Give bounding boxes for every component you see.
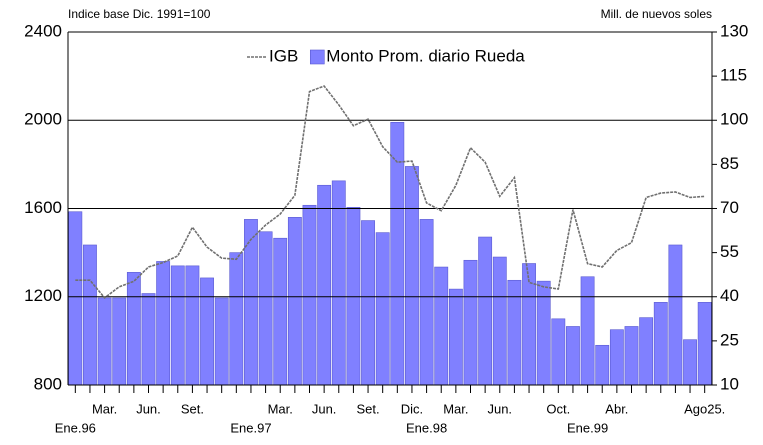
y2-tick-label: 85 (720, 154, 739, 173)
x-tick-label: Ene.96 (55, 420, 96, 435)
bar (668, 244, 683, 386)
right-axis-label: Mill. de nuevos soles (601, 7, 712, 21)
x-tick-label: Oct. (546, 401, 570, 416)
x-tick-label: Dic. (401, 401, 423, 416)
bar (68, 211, 83, 386)
bar (361, 220, 375, 386)
bar (156, 261, 171, 386)
y-tick-label: 800 (34, 374, 62, 393)
bar (463, 259, 478, 386)
y2-tick-label: 130 (720, 21, 748, 40)
y-tick-label: 2000 (24, 110, 62, 129)
bar (566, 326, 580, 386)
x-tick-label: Abr. (605, 401, 628, 416)
bar (683, 339, 697, 386)
bar (595, 344, 610, 386)
bar (405, 166, 419, 386)
bar (375, 232, 390, 386)
bar (229, 252, 244, 386)
x-tick-label: Mar. (443, 401, 468, 416)
bar (214, 297, 229, 386)
y2-tick-label: 25 (720, 330, 739, 349)
bar (580, 276, 595, 386)
bar (97, 297, 112, 386)
y2-tick-label: 70 (720, 198, 739, 217)
bar (653, 302, 668, 386)
y-tick-label: 1600 (24, 198, 62, 217)
bar (258, 231, 273, 386)
bar (434, 266, 449, 386)
y2-tick-label: 10 (720, 374, 739, 393)
bar (507, 279, 522, 386)
x-tick-label: Set. (356, 401, 379, 416)
bar (170, 265, 185, 386)
bar (478, 236, 493, 386)
bar (419, 219, 434, 386)
y2-tick-label: 115 (720, 66, 747, 85)
bar (273, 237, 288, 386)
line-series (75, 85, 705, 299)
bar (141, 293, 156, 386)
y2-tick-label: 55 (720, 242, 739, 261)
bar (112, 297, 127, 386)
y2-tick-label: 40 (720, 286, 739, 305)
y-tick-label: 2400 (24, 21, 62, 40)
bar (346, 207, 361, 386)
x-tick-label: Mar. (268, 401, 293, 416)
legend-label: IGB (269, 46, 298, 65)
bar (317, 184, 332, 386)
x-tick-label: Jun. (136, 401, 161, 416)
y-tick-label: 1200 (24, 286, 62, 305)
y2-tick-label: 100 (720, 110, 748, 129)
bar (697, 302, 712, 386)
bar (302, 204, 317, 386)
x-tick-label: Mar. (92, 401, 117, 416)
x-tick-label: Ene.99 (567, 420, 608, 435)
bar (639, 317, 654, 386)
bar (624, 326, 639, 386)
bar (126, 272, 141, 386)
x-tick-label: Jun. (487, 401, 512, 416)
x-tick-label: Ene.98 (406, 420, 447, 435)
bar (200, 277, 214, 386)
x-tick-label: Ene.97 (230, 420, 271, 435)
bar (83, 244, 97, 386)
legend-swatch (309, 49, 325, 65)
legend-label: Monto Prom. diario Rueda (326, 46, 525, 65)
bar (448, 288, 463, 386)
bar (551, 318, 566, 386)
x-tick-label: Ago25. (684, 401, 725, 416)
bar (492, 256, 507, 386)
bar (244, 219, 258, 386)
bar (287, 217, 302, 386)
x-tick-label: Set. (181, 401, 204, 416)
bar (185, 265, 200, 386)
left-axis-label: Indice base Dic. 1991=100 (68, 7, 211, 21)
bar (609, 329, 624, 386)
bar (331, 180, 346, 386)
x-tick-label: Jun. (312, 401, 337, 416)
